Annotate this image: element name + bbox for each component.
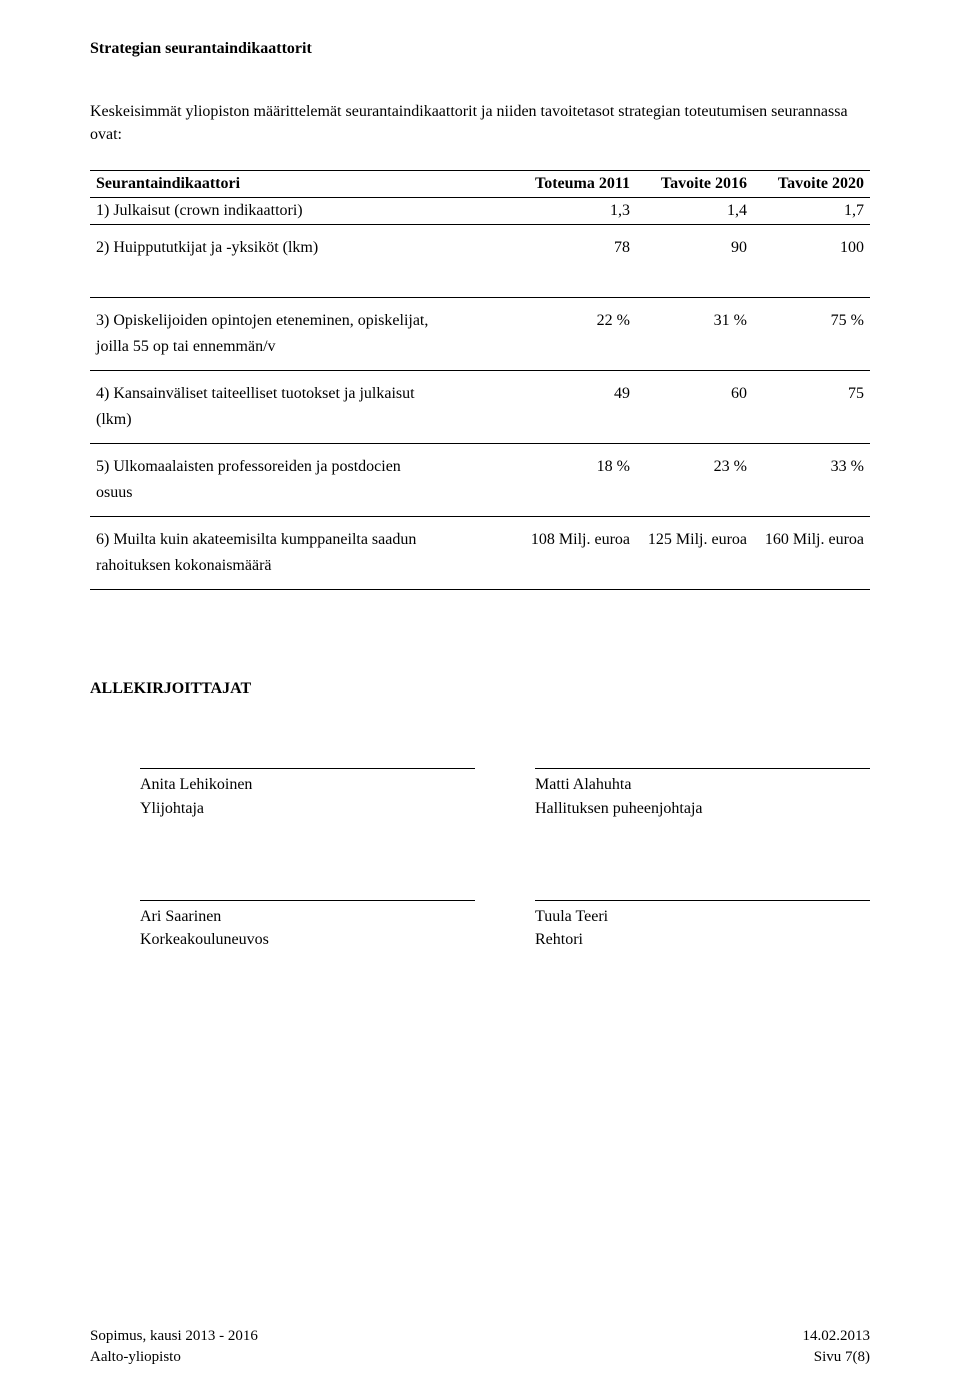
footer-contract: Sopimus, kausi 2013 - 2016: [90, 1326, 258, 1347]
row-label-cont: rahoituksen kokonaismäärä: [90, 553, 519, 590]
signature-block: Tuula Teeri Rehtori: [535, 900, 870, 951]
row-val-2016: 31 %: [636, 298, 753, 335]
signer-name: Ari Saarinen: [140, 905, 475, 928]
row-val-2011: 49: [519, 371, 636, 408]
signature-row: Anita Lehikoinen Ylijohtaja Matti Alahuh…: [90, 768, 870, 819]
header-2016: Tavoite 2016: [636, 171, 753, 198]
signature-line: [535, 768, 870, 769]
row-val-2020: 33 %: [753, 444, 870, 481]
signature-block: Ari Saarinen Korkeakouluneuvos: [140, 900, 475, 951]
section-heading: Strategian seurantaindikaattorit: [90, 40, 870, 58]
row-val-2020: 100: [753, 225, 870, 262]
row-label: 4) Kansainväliset taiteelliset tuotokset…: [90, 371, 519, 408]
signer-name: Tuula Teeri: [535, 905, 870, 928]
row-val-2016: 23 %: [636, 444, 753, 481]
row-label-cont: (lkm): [90, 407, 519, 444]
footer-page: Sivu 7(8): [803, 1347, 871, 1368]
row-val-2016: 1,4: [636, 198, 753, 225]
row-label: 1) Julkaisut (crown indikaattori): [90, 198, 519, 225]
row-val-2011: 1,3: [519, 198, 636, 225]
table-row-cont: joilla 55 op tai ennemmän/v: [90, 334, 870, 371]
header-2011: Toteuma 2011: [519, 171, 636, 198]
page: Strategian seurantaindikaattorit Keskeis…: [0, 0, 960, 1398]
table-row: 5) Ulkomaalaisten professoreiden ja post…: [90, 444, 870, 481]
row-val-2016: 90: [636, 225, 753, 262]
signer-title: Rehtori: [535, 928, 870, 951]
signature-line: [535, 900, 870, 901]
header-indicator: Seurantaindikaattori: [90, 171, 519, 198]
row-label: 6) Muilta kuin akateemisilta kumppaneilt…: [90, 517, 519, 554]
row-val-2016: 60: [636, 371, 753, 408]
signer-title: Hallituksen puheenjohtaja: [535, 797, 870, 820]
table-row: 1) Julkaisut (crown indikaattori) 1,3 1,…: [90, 198, 870, 225]
signature-row: Ari Saarinen Korkeakouluneuvos Tuula Tee…: [90, 900, 870, 951]
signers-heading: ALLEKIRJOITTAJAT: [90, 680, 870, 698]
row-val-2020: 75: [753, 371, 870, 408]
page-footer: Sopimus, kausi 2013 - 2016 Aalto-yliopis…: [90, 1326, 870, 1368]
row-label: 3) Opiskelijoiden opintojen eteneminen, …: [90, 298, 519, 335]
table-row: 3) Opiskelijoiden opintojen eteneminen, …: [90, 298, 870, 335]
row-val-2020: 160 Milj. euroa: [753, 517, 870, 554]
footer-left: Sopimus, kausi 2013 - 2016 Aalto-yliopis…: [90, 1326, 258, 1368]
signature-line: [140, 768, 475, 769]
table-row-cont: (lkm): [90, 407, 870, 444]
footer-right: 14.02.2013 Sivu 7(8): [803, 1326, 871, 1368]
row-val-2020: 75 %: [753, 298, 870, 335]
signature-block: Matti Alahuhta Hallituksen puheenjohtaja: [535, 768, 870, 819]
row-val-2011: 18 %: [519, 444, 636, 481]
footer-org: Aalto-yliopisto: [90, 1347, 258, 1368]
signer-name: Anita Lehikoinen: [140, 773, 475, 796]
table-row: 6) Muilta kuin akateemisilta kumppaneilt…: [90, 517, 870, 554]
table-row: 2) Huippututkijat ja -yksiköt (lkm) 78 9…: [90, 225, 870, 262]
row-label-cont: osuus: [90, 480, 519, 517]
signature-line: [140, 900, 475, 901]
signature-block: Anita Lehikoinen Ylijohtaja: [140, 768, 475, 819]
row-val-2011: 22 %: [519, 298, 636, 335]
intro-paragraph: Keskeisimmät yliopiston määrittelemät se…: [90, 100, 870, 146]
signer-title: Ylijohtaja: [140, 797, 475, 820]
table-row: 4) Kansainväliset taiteelliset tuotokset…: [90, 371, 870, 408]
table-header-row: Seurantaindikaattori Toteuma 2011 Tavoit…: [90, 171, 870, 198]
table-row-cont: rahoituksen kokonaismäärä: [90, 553, 870, 590]
row-val-2020: 1,7: [753, 198, 870, 225]
row-val-2011: 78: [519, 225, 636, 262]
spacer-row: [90, 261, 870, 298]
row-val-2016: 125 Milj. euroa: [636, 517, 753, 554]
header-2020: Tavoite 2020: [753, 171, 870, 198]
row-val-2011: 108 Milj. euroa: [519, 517, 636, 554]
signer-name: Matti Alahuhta: [535, 773, 870, 796]
table-row-cont: osuus: [90, 480, 870, 517]
row-label: 5) Ulkomaalaisten professoreiden ja post…: [90, 444, 519, 481]
indicator-table: Seurantaindikaattori Toteuma 2011 Tavoit…: [90, 170, 870, 590]
row-label-cont: joilla 55 op tai ennemmän/v: [90, 334, 519, 371]
footer-date: 14.02.2013: [803, 1326, 871, 1347]
signer-title: Korkeakouluneuvos: [140, 928, 475, 951]
row-label: 2) Huippututkijat ja -yksiköt (lkm): [90, 225, 519, 262]
